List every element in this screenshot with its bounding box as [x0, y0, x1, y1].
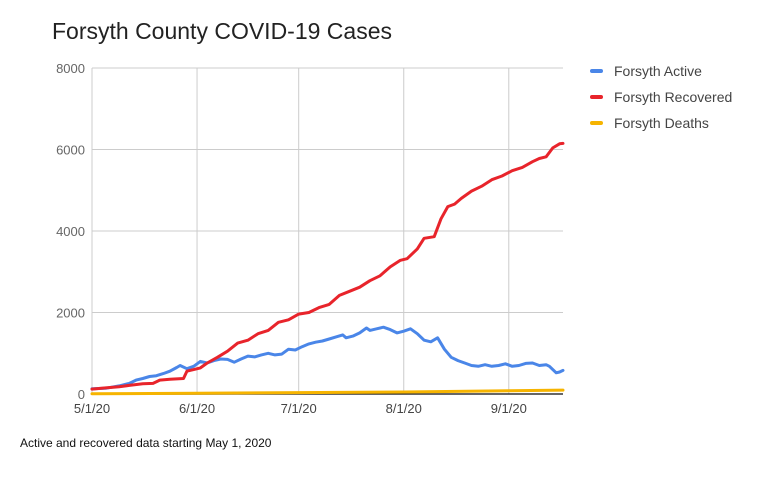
- legend-label-active: Forsyth Active: [614, 63, 702, 79]
- series-line-forsyth-active: [90, 325, 565, 391]
- x-axis-tick-labels: 5/1/20 6/1/20 7/1/20 8/1/20 9/1/20: [74, 401, 527, 416]
- chart-grid: [92, 67, 563, 394]
- y-tick-label: 2000: [56, 306, 85, 321]
- legend-swatch-deaths: [590, 121, 603, 125]
- legend-item-active: Forsyth Active: [590, 58, 732, 84]
- series-line-forsyth-recovered: [90, 141, 565, 391]
- y-tick-label: 6000: [56, 143, 85, 158]
- legend-swatch-recovered: [590, 95, 603, 99]
- y-tick-label: 4000: [56, 224, 85, 239]
- chart-series: [90, 141, 565, 396]
- series-line-forsyth-deaths: [90, 388, 565, 396]
- y-tick-label: 0: [78, 387, 85, 402]
- legend-label-recovered: Forsyth Recovered: [614, 89, 733, 105]
- x-tick-label: 6/1/20: [179, 401, 215, 416]
- legend-item-recovered: Forsyth Recovered: [590, 84, 732, 110]
- x-tick-label: 9/1/20: [491, 401, 527, 416]
- chart-caption: Active and recovered data starting May 1…: [20, 436, 272, 450]
- y-axis-tick-labels: 0 2000 4000 6000 8000: [56, 61, 85, 402]
- x-tick-label: 8/1/20: [386, 401, 422, 416]
- legend-label-deaths: Forsyth Deaths: [614, 115, 709, 131]
- legend-item-deaths: Forsyth Deaths: [590, 110, 732, 136]
- x-tick-label: 5/1/20: [74, 401, 110, 416]
- y-tick-label: 8000: [56, 61, 85, 76]
- chart-legend: Forsyth Active Forsyth Recovered Forsyth…: [590, 58, 732, 136]
- chart-title: Forsyth County COVID-19 Cases: [52, 18, 393, 44]
- legend-swatch-active: [590, 69, 603, 73]
- x-tick-label: 7/1/20: [281, 401, 317, 416]
